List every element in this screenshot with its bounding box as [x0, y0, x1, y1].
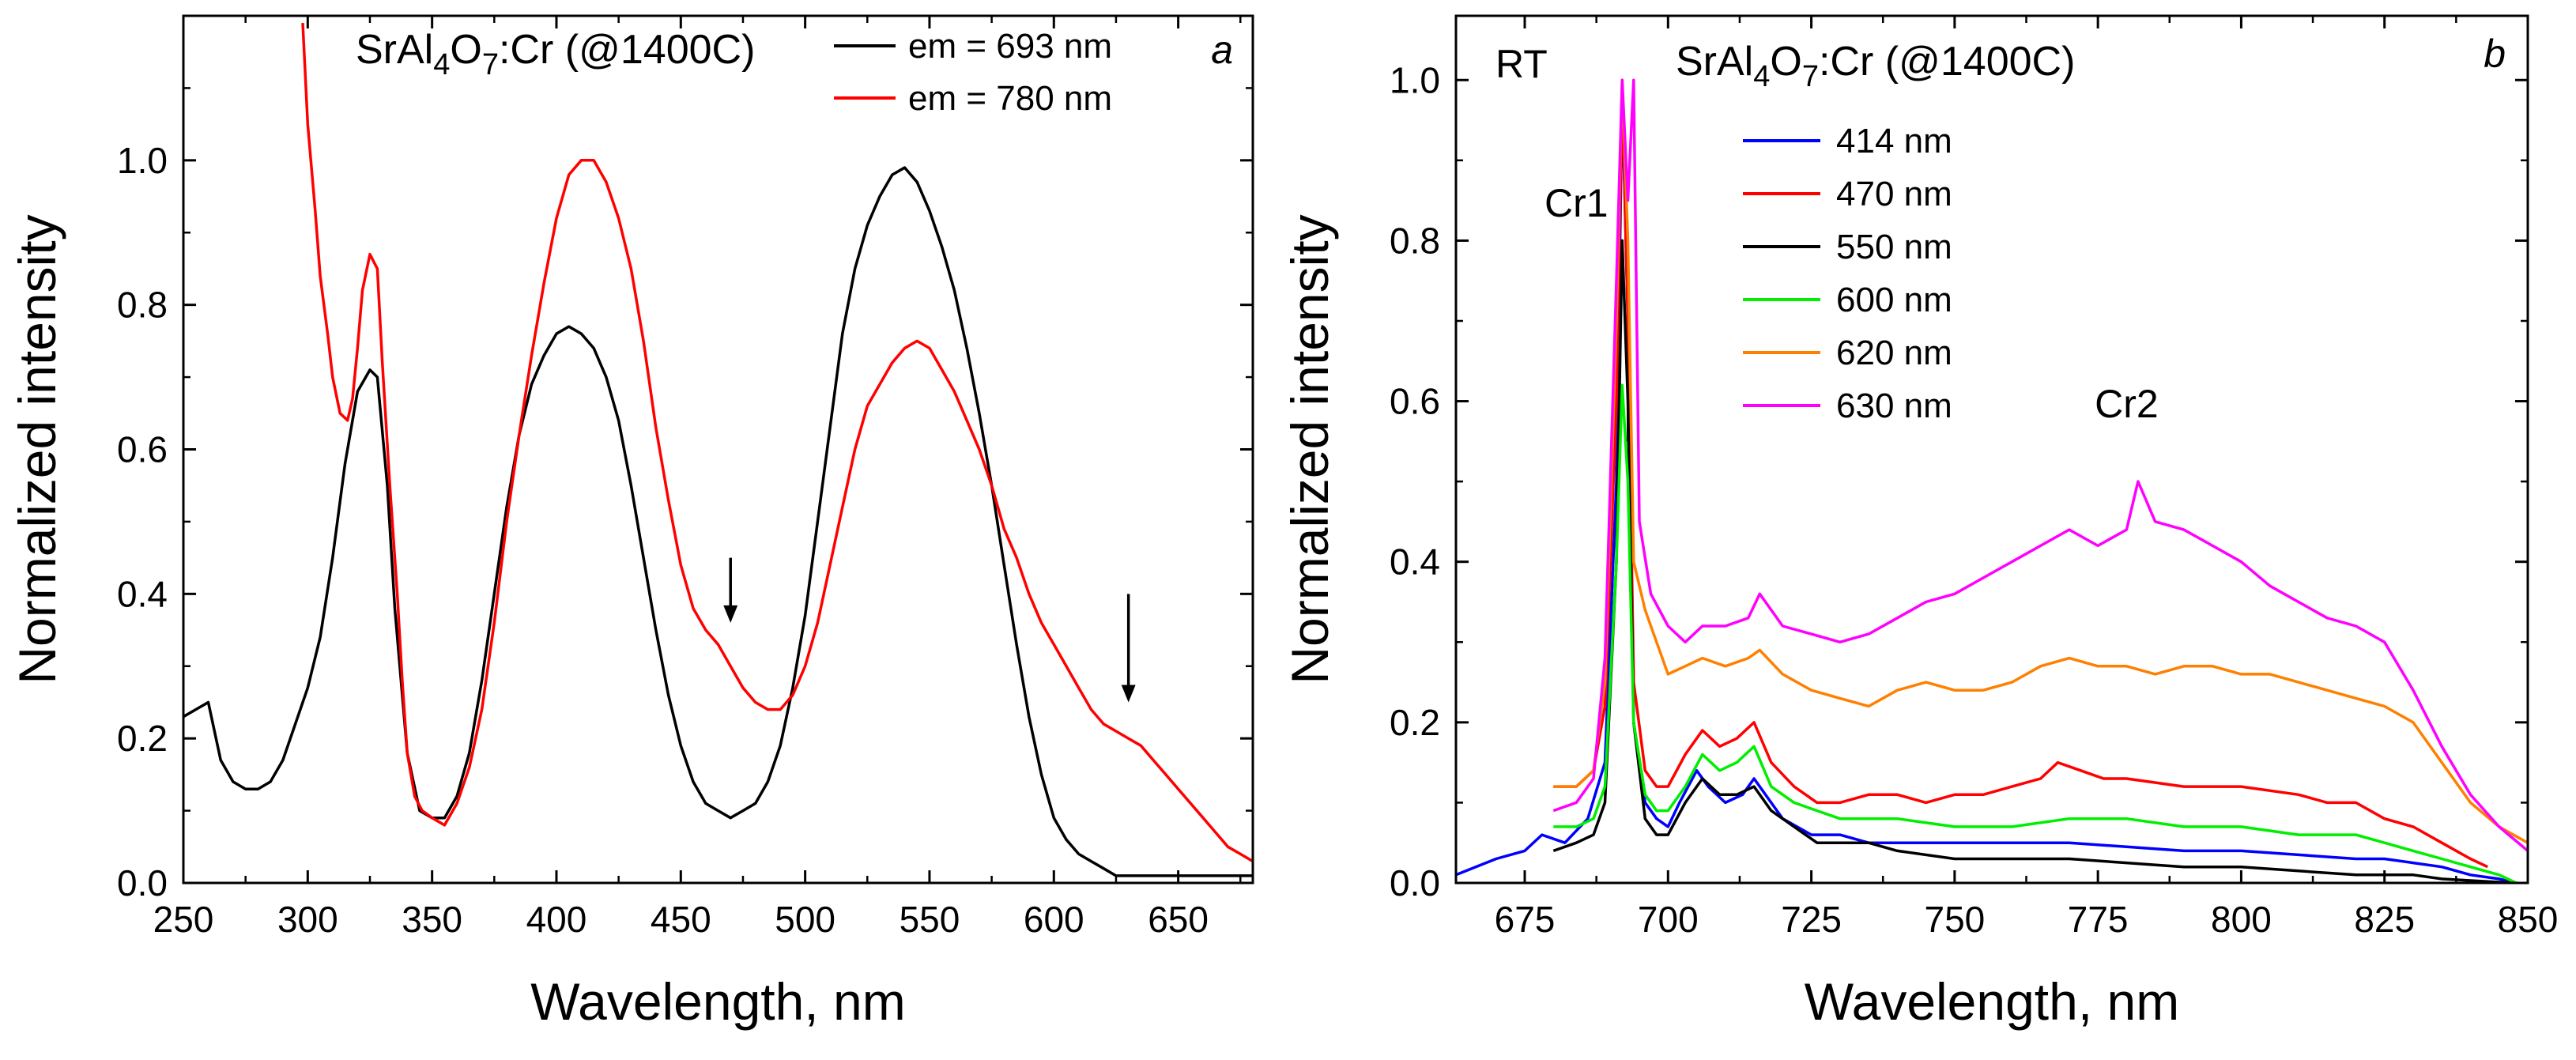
y-tick-label: 1.0: [1390, 59, 1440, 100]
y-axis-title: Normalized intensity: [1280, 214, 1339, 684]
x-tick-label: 450: [651, 899, 711, 940]
x-tick-label: 300: [277, 899, 338, 940]
x-tick-label: 675: [1495, 899, 1556, 940]
plot-frame: [1454, 14, 2529, 885]
x-tick-label: 550: [900, 899, 960, 940]
legend-label: 550 nm: [1836, 228, 1952, 266]
y-tick-label: 0.2: [1390, 702, 1440, 743]
x-tick-label: 825: [2354, 899, 2415, 940]
y-tick-label: 0.6: [117, 429, 168, 470]
arrow-head: [1121, 685, 1136, 703]
x-tick-label: 800: [2211, 899, 2272, 940]
legend-label: 620 nm: [1836, 334, 1952, 372]
series-line: [1553, 78, 2528, 844]
chart-title-part: 4: [1753, 60, 1770, 93]
annotation-rt: RT: [1495, 42, 1548, 86]
y-tick-label: 0.8: [117, 285, 168, 326]
series-line: [301, 23, 1253, 863]
x-tick-label: 650: [1148, 899, 1209, 940]
chart-title-part: SrAl: [356, 27, 433, 73]
chart-title-part: 4: [433, 48, 450, 81]
series-line: [1552, 78, 2528, 852]
series-line: [1553, 383, 2518, 883]
chart-title-part: 7: [482, 48, 499, 81]
y-tick-label: 0.0: [117, 862, 168, 903]
x-axis-title: Wavelength, nm: [530, 972, 905, 1031]
x-tick-label: 350: [402, 899, 462, 940]
legend-label: em = 780 nm: [908, 79, 1112, 118]
x-tick-label: 850: [2498, 899, 2559, 940]
chart-title-part: :Cr (@1400C): [1819, 39, 2075, 85]
chart-title-part: :Cr (@1400C): [499, 27, 755, 73]
x-tick-label: 600: [1024, 899, 1084, 940]
series-line: [1456, 94, 2517, 883]
y-tick-label: 0.4: [117, 573, 168, 614]
plot-frame: [182, 14, 1254, 885]
series-line: [1553, 86, 2488, 869]
annotation-cr2: Cr2: [2095, 382, 2159, 426]
chart-title-part: 7: [1802, 60, 1819, 93]
y-tick-label: 0.4: [1390, 541, 1440, 583]
legend: em = 693 nm em = 780 nm: [834, 27, 1112, 118]
x-tick-label: 725: [1781, 899, 1842, 940]
y-tick-label: 0.8: [1390, 220, 1440, 261]
chart-title: SrAl4O7:Cr (@1400C): [1676, 39, 2075, 93]
legend-label: 600 nm: [1836, 281, 1952, 319]
y-tick-label: 1.0: [117, 140, 168, 181]
chart-title-part: O: [450, 27, 481, 73]
panel-letter: b: [2484, 32, 2506, 76]
x-tick-label: 700: [1638, 899, 1699, 940]
legend-label: 630 nm: [1836, 387, 1952, 425]
chart-title: SrAl4O7:Cr (@1400C): [356, 27, 755, 81]
legend-label: 470 nm: [1836, 175, 1952, 213]
chart-panel-a: 250 300 350 400 450 500 550 600 650 0.0 0.2 0.4 0.6 0…: [8, 14, 1254, 1031]
annotation-cr1: Cr1: [1544, 181, 1609, 225]
chart-panel-b: 675 700 725 750 775 800 825 850 0.0 0.2 0.4 0.6 0.8 1…: [1280, 14, 2559, 1031]
x-tick-label: 400: [526, 899, 587, 940]
x-tick-label: 250: [153, 899, 214, 940]
panel-letter: a: [1211, 28, 1233, 72]
arrow-head: [723, 605, 738, 623]
legend-label: 414 nm: [1836, 122, 1952, 160]
legend-label: em = 693 nm: [908, 27, 1112, 66]
series-line: [183, 166, 1253, 877]
y-tick-label: 0.0: [1390, 862, 1440, 903]
y-tick-label: 0.6: [1390, 381, 1440, 422]
x-tick-label: 500: [775, 899, 835, 940]
legend: 414 nm 470 nm 550 nm 600 nm 620 nm 630 nm: [1743, 122, 1952, 425]
chart-title-part: O: [1770, 39, 1801, 85]
x-tick-label: 775: [2068, 899, 2129, 940]
x-axis-title: Wavelength, nm: [1805, 972, 2179, 1031]
series-line: [1552, 239, 2517, 883]
y-axis-title: Normalized intensity: [8, 214, 66, 684]
y-tick-label: 0.2: [117, 718, 168, 759]
chart-title-part: SrAl: [1676, 39, 1753, 85]
x-tick-label: 750: [1924, 899, 1985, 940]
